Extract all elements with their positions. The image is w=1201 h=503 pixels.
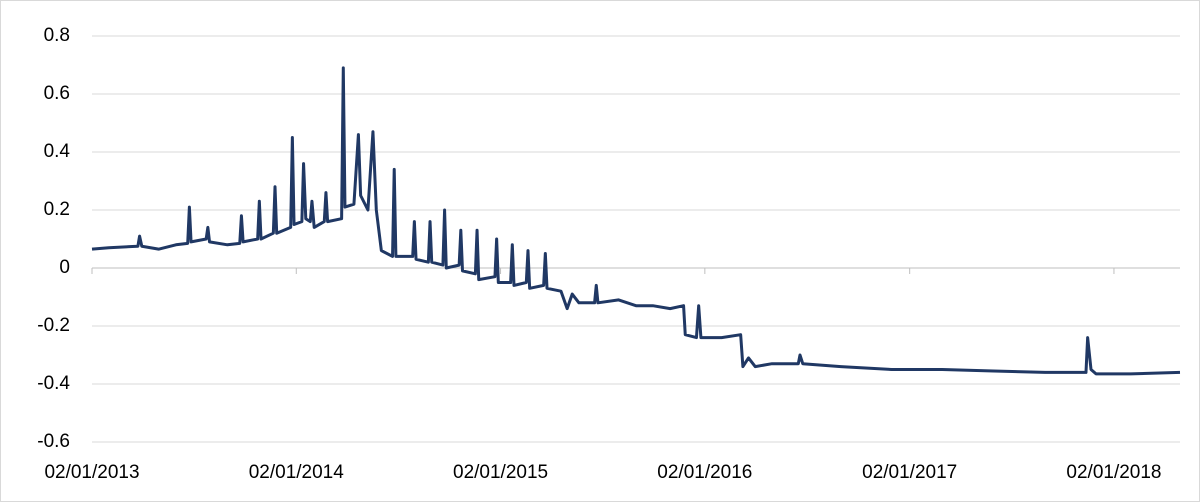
x-tick-label: 02/01/2018 [1066, 462, 1161, 483]
y-tick-label: 0.4 [44, 141, 71, 162]
y-tick-label: 0.8 [44, 25, 70, 46]
x-tick-label: 02/01/2016 [657, 462, 752, 483]
y-tick-label: -0.2 [37, 315, 70, 336]
y-tick-label: -0.6 [37, 431, 70, 452]
x-tick-label: 02/01/2017 [862, 462, 957, 483]
x-tick-label: 02/01/2014 [249, 462, 345, 483]
y-tick-label: -0.4 [37, 373, 70, 394]
y-tick-label: 0.6 [44, 83, 70, 104]
data-line [91, 66, 1181, 376]
y-tick-label: 0 [59, 257, 70, 278]
x-tick-label: 02/01/2015 [453, 462, 548, 483]
x-tick-label: 02/01/2013 [44, 462, 139, 483]
y-tick-label: 0.2 [44, 199, 70, 220]
